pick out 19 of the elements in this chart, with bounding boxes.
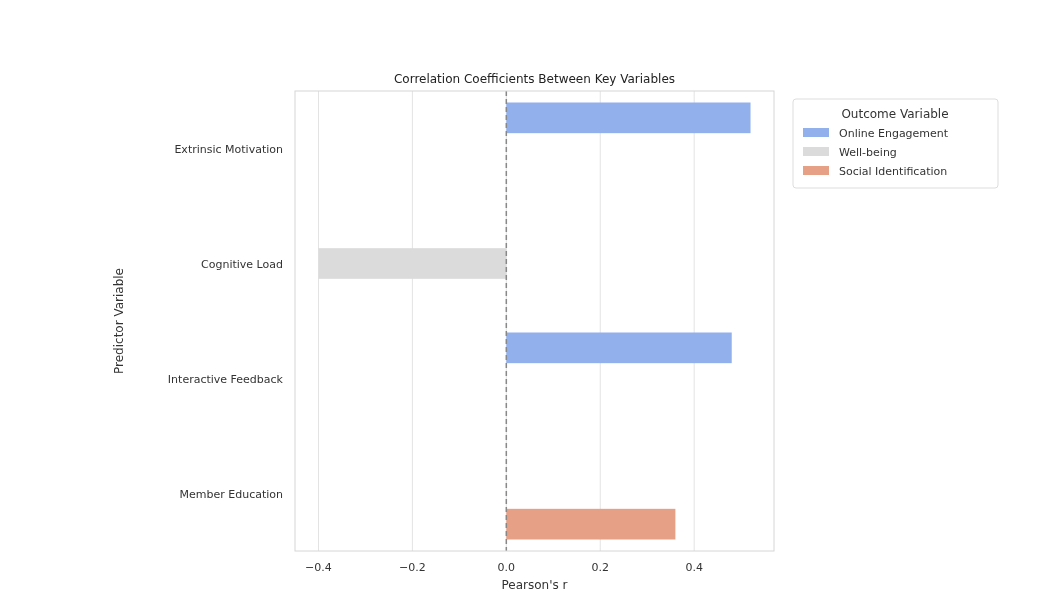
x-tick-label: 0.2 [591,561,609,574]
y-tick-label: Extrinsic Motivation [174,142,284,156]
y-tick-label: Cognitive Load [201,257,283,271]
x-tick-label: −0.4 [305,561,332,574]
x-axis-title: Pearson's r [501,578,568,592]
bar [506,102,751,134]
x-tick-label: 0.0 [497,561,516,574]
legend-label: Online Engagement [839,127,949,140]
y-axis-title: Predictor Variable [112,267,126,375]
legend-title: Outcome Variable [841,107,949,121]
legend-label: Well-being [839,146,897,159]
bar [506,508,676,540]
bar [506,332,732,364]
chart-title: Correlation Coefficients Between Key Variables [393,72,676,86]
y-tick-label: Member Education [179,487,284,501]
y-tick-label: Interactive Feedback [167,372,284,386]
x-tick-label: −0.2 [399,561,426,574]
legend-label: Social Identification [839,165,948,178]
x-tick-label: 0.4 [685,561,703,574]
